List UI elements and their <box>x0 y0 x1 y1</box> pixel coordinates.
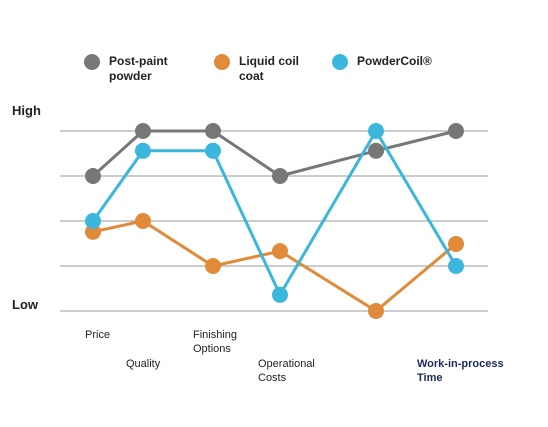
data-point <box>85 213 101 229</box>
legend-marker <box>84 54 100 70</box>
data-point <box>272 243 288 260</box>
data-point <box>448 258 464 274</box>
legend-marker <box>214 54 230 70</box>
series-line <box>92 219 457 313</box>
data-point <box>205 142 221 159</box>
x-tick-label: Quality <box>126 358 161 370</box>
y-tick-label: High <box>12 103 41 118</box>
data-point <box>368 142 384 159</box>
x-tick-label: Operational Costs <box>258 358 315 384</box>
data-point <box>272 168 288 184</box>
legend-label: Liquid coil coat <box>239 54 299 83</box>
data-point <box>448 123 464 139</box>
data-point <box>135 142 151 159</box>
data-point <box>85 168 101 184</box>
legend-marker <box>332 54 348 70</box>
data-point <box>368 303 384 319</box>
series-line <box>91 128 458 299</box>
x-tick-label: Price <box>85 329 111 341</box>
legend-label: PowderCoil® <box>357 54 432 68</box>
data-point <box>272 286 288 303</box>
data-point <box>368 123 384 139</box>
series-line <box>91 129 457 178</box>
data-point <box>135 213 151 229</box>
x-tick-label: Finishing Options <box>193 329 238 355</box>
data-point <box>448 235 464 252</box>
x-tick-label: Work-in-process Time <box>417 358 504 384</box>
y-tick-label: Low <box>12 297 38 312</box>
data-point <box>205 258 221 274</box>
data-point <box>135 123 151 139</box>
data-point <box>205 123 221 139</box>
legend-label: Post-paint powder <box>109 54 168 83</box>
